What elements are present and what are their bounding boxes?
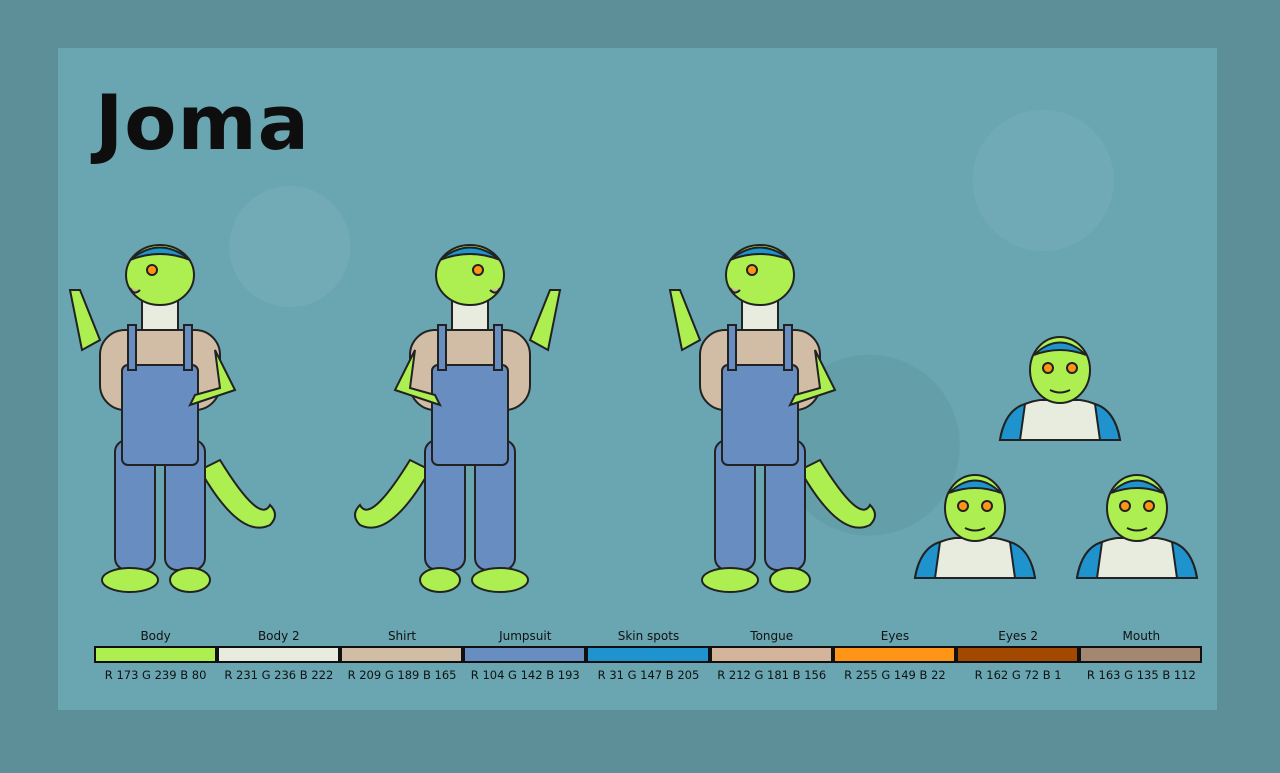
reference-sheet-panel: [58, 48, 1217, 710]
swatch-label: Body 2: [257, 629, 300, 643]
swatch-rgb-value: R 231 G 236 B 222: [224, 668, 334, 682]
head-grinning-bust: [1076, 474, 1198, 579]
swatch-label: Eyes 2: [998, 629, 1039, 643]
swatch-rgb-value: R 173 G 239 B 80: [104, 668, 207, 682]
swatch-label: Mouth: [1122, 629, 1161, 643]
swatch-color-bar: [216, 646, 340, 663]
swatch-rgb-value: R 209 G 189 B 165: [347, 668, 457, 682]
palette-swatch: Mouth R 163 G 135 B 112: [1079, 628, 1203, 682]
palette-swatch: Eyes 2 R 162 G 72 B 1: [956, 628, 1080, 682]
swatch-label: Shirt: [387, 629, 417, 643]
swatch-color-bar: [463, 646, 587, 663]
swatch-label: Eyes: [880, 629, 910, 643]
swatch-color-bar: [339, 646, 464, 663]
swatch-label: Body: [140, 629, 171, 643]
swatch-color-bar: [93, 646, 217, 663]
swatch-rgb-value: R 31 G 147 B 205: [597, 668, 700, 682]
swatch-rgb-value: R 104 G 142 B 193: [470, 668, 580, 682]
swatch-label: Jumpsuit: [499, 629, 552, 643]
swatch-rgb-value: R 212 G 181 B 156: [717, 668, 827, 682]
palette-swatch: Jumpsuit R 104 G 142 B 193: [463, 628, 587, 682]
swatch-label: Skin spots: [617, 629, 680, 643]
character-name-title: Joma: [95, 78, 310, 167]
palette-swatch: Tongue R 212 G 181 B 156: [709, 628, 833, 682]
swatch-rgb-value: R 163 G 135 B 112: [1086, 668, 1196, 682]
swatch-rgb-value: R 255 G 149 B 22: [844, 668, 946, 682]
head-neutral-bust: [999, 336, 1121, 441]
back-view-figure: [354, 244, 561, 593]
palette-swatch: Body 2 R 231 G 236 B 222: [216, 628, 340, 682]
head-laughing-bust: [914, 474, 1036, 579]
palette-swatch: Shirt R 209 G 189 B 165: [339, 628, 464, 682]
swatch-color-bar: [586, 646, 710, 663]
swatch-color-bar: [956, 646, 1080, 663]
swatch-color-bar: [709, 646, 833, 663]
palette-swatch: Body R 173 G 239 B 80: [93, 628, 217, 682]
swatch-label: Tongue: [750, 629, 794, 643]
palette-swatch: Skin spots R 31 G 147 B 205: [586, 628, 710, 682]
swatch-color-bar: [1079, 646, 1203, 663]
color-palette: Body R 173 G 239 B 80 Body 2 R 231 G 236 …: [93, 628, 1203, 682]
swatch-rgb-value: R 162 G 72 B 1: [974, 668, 1062, 682]
palette-swatch: Eyes R 255 G 149 B 22: [832, 628, 957, 682]
front-view-no-shirt-figure: [669, 244, 876, 593]
front-view-figure: [69, 244, 276, 593]
swatch-color-bar: [832, 646, 957, 663]
